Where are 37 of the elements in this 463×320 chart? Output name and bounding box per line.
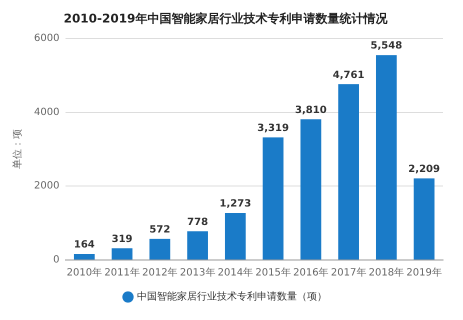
x-tick-label: 2011年 [104, 266, 140, 279]
legend-label: 中国智能家居行业技术专利申请数量（项） [137, 290, 327, 303]
x-tick-label: 2012年 [142, 266, 178, 279]
x-tick-label: 2010年 [66, 266, 102, 279]
x-tick-label: 2013年 [180, 266, 216, 279]
x-tick-label: 2018年 [368, 266, 404, 279]
y-tick-label: 4000 [34, 106, 60, 118]
data-label: 778 [187, 216, 208, 228]
bar [224, 212, 246, 260]
bar [414, 178, 435, 260]
data-label: 4,761 [332, 70, 364, 81]
bar [187, 231, 208, 260]
x-tick-label: 2017年 [330, 266, 366, 279]
y-tick-label: 2000 [34, 180, 60, 192]
bar [300, 119, 322, 260]
data-label: 319 [112, 234, 133, 245]
bar [262, 137, 284, 260]
bar [338, 84, 359, 260]
y-axis-title: 单位：项 [12, 129, 24, 170]
y-tick-label: 6000 [34, 32, 60, 44]
bar [74, 254, 95, 260]
bar [112, 248, 132, 260]
x-tick-label: 2015年 [255, 266, 291, 279]
data-label: 164 [74, 240, 95, 251]
y-tick-label: 0 [53, 254, 60, 266]
x-tick-label: 2019年 [406, 266, 442, 279]
data-label: 572 [149, 224, 170, 236]
chart-title: 2010-2019年中国智能家居行业技术专利申请数量统计情况 [64, 11, 388, 26]
data-label: 3,319 [257, 123, 289, 134]
x-tick-label: 2014年 [218, 266, 254, 279]
bar [149, 238, 170, 260]
data-label: 2,209 [408, 164, 440, 176]
data-label: 3,810 [295, 104, 327, 116]
data-label: 5,548 [370, 40, 402, 52]
data-label: 1,273 [220, 198, 252, 210]
bar [376, 55, 397, 260]
x-tick-label: 2016年 [293, 266, 329, 279]
